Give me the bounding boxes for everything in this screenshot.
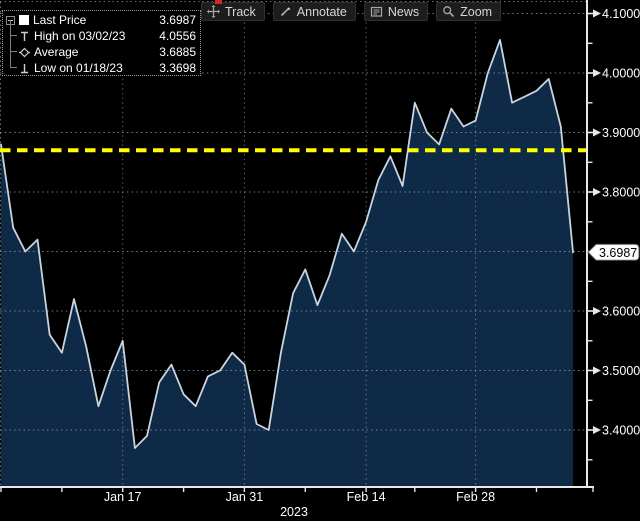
news-button[interactable]: News	[363, 2, 429, 21]
last-price-square-marker-icon	[19, 15, 29, 25]
legend-label: Average	[34, 45, 79, 59]
annotate-button[interactable]: Annotate	[272, 2, 356, 21]
chart-toolbar: Track Annotate News Zoom	[201, 2, 502, 21]
legend-label: Low on 01/18/23	[34, 61, 123, 75]
track-crosshair-icon	[207, 5, 220, 18]
y-axis-tick-arrow	[593, 366, 601, 375]
x-axis-label: Jan 17	[104, 490, 142, 504]
zoom-button[interactable]: Zoom	[436, 2, 502, 21]
y-axis-tick-arrow	[593, 188, 601, 196]
legend-tree-connector	[6, 52, 19, 76]
y-axis-label: 3.4000	[602, 424, 640, 438]
y-axis-tick-arrow	[593, 69, 601, 77]
y-axis-label: 4.1000	[602, 7, 640, 21]
x-axis-label: Jan 31	[226, 490, 264, 504]
year-label: 2023	[280, 505, 308, 519]
legend-item-average[interactable]: Average 3.6885	[6, 36, 196, 60]
x-axis-label: Feb 28	[456, 490, 495, 504]
track-button[interactable]: Track	[201, 2, 265, 21]
news-button-label: News	[387, 4, 420, 19]
y-axis-tick-arrow	[593, 128, 601, 137]
y-axis-label: 3.6000	[602, 305, 640, 319]
legend-value: 4.0556	[159, 29, 196, 43]
y-axis-label: 4.0000	[602, 67, 640, 81]
red-notch	[215, 0, 222, 4]
average-marker-icon	[19, 47, 30, 57]
zoom-button-label: Zoom	[460, 4, 493, 19]
legend-item-low[interactable]: Low on 01/18/23 3.3698	[6, 52, 196, 76]
y-axis-tick-arrow	[593, 9, 601, 18]
y-axis-tick-arrow	[593, 426, 601, 434]
x-axis-label: Feb 14	[347, 490, 386, 504]
legend-tree-connector	[6, 20, 19, 44]
y-axis-label: 3.8000	[602, 186, 640, 200]
newspaper-icon	[370, 6, 382, 17]
track-button-label: Track	[225, 4, 256, 19]
last-price-tag	[587, 243, 640, 261]
legend-value: 3.3698	[159, 61, 196, 75]
legend-value: 3.6987	[159, 13, 196, 27]
low-marker-icon	[21, 63, 28, 73]
last-price-tag-value: 3.6987	[599, 246, 637, 260]
y-axis-label: 3.9000	[602, 126, 640, 140]
legend-label: High on 03/02/23	[34, 29, 126, 43]
high-marker-icon	[21, 31, 28, 41]
legend-tree-connector	[6, 36, 19, 60]
legend-label: Last Price	[33, 13, 87, 27]
annotate-button-label: Annotate	[296, 4, 347, 19]
magnifier-icon	[443, 6, 455, 18]
legend-item-high[interactable]: High on 03/02/23 4.0556	[6, 20, 196, 44]
pencil-icon	[280, 7, 291, 17]
legend-item-last-price[interactable]: Last Price 3.6987	[6, 12, 196, 28]
y-axis-tick-arrow	[593, 307, 601, 315]
chart-legend: Last Price 3.6987 High on 03/02/23 4.055…	[2, 10, 201, 76]
y-axis-label: 3.5000	[602, 364, 640, 378]
legend-value: 3.6885	[159, 45, 196, 59]
price-line	[0, 39, 574, 449]
